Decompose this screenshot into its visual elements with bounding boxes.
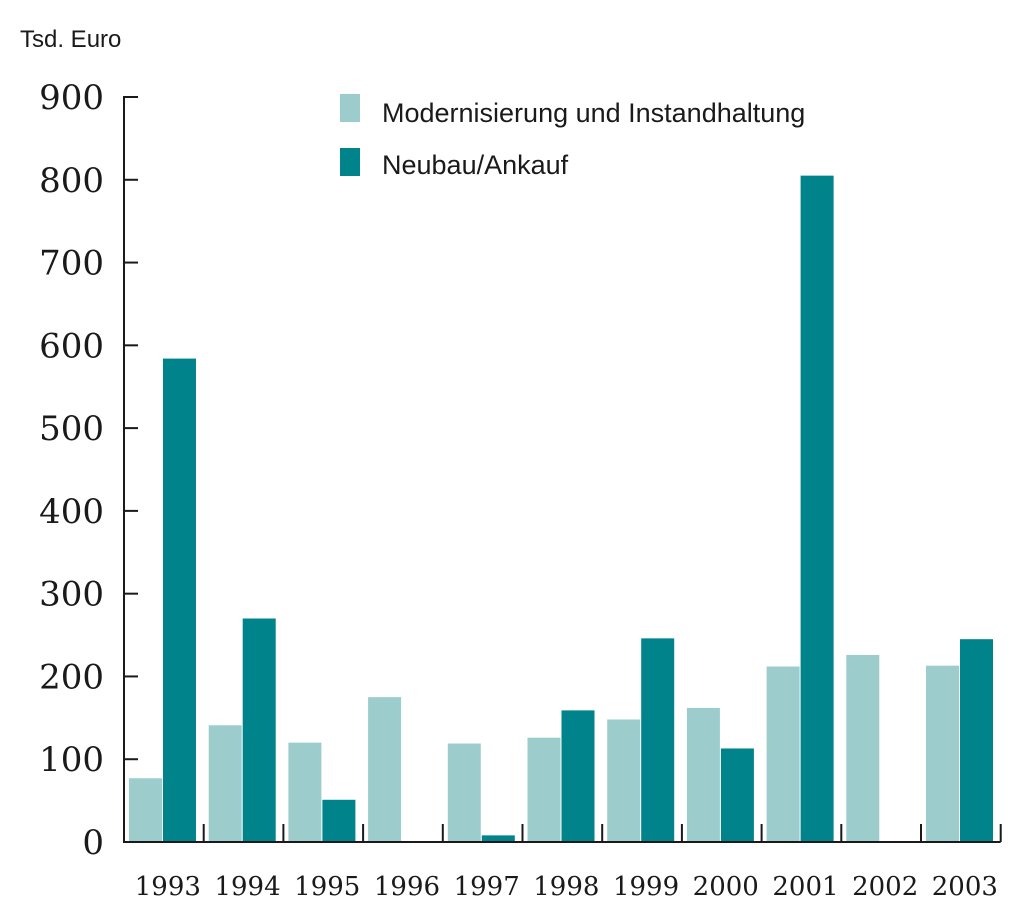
x-tick-label: 1999 [613,872,679,902]
bar-modernisierung-1999 [607,719,641,842]
y-axis: 0 100 200 300 400 500 600 700 800 900 [39,78,138,863]
bar-neubau-2003 [960,639,993,842]
bar-neubau-1994 [242,618,276,842]
y-tick-label: 0 [82,823,104,863]
y-tick-label: 700 [39,244,104,284]
bar-neubau-2000 [720,748,754,842]
bar-modernisierung-2003 [926,665,959,842]
bar-neubau-1993 [163,358,196,842]
bar-modernisierung-1996 [368,697,402,842]
bar-neubau-1999 [641,638,675,842]
legend-label-modernisierung: Modernisierung und Instandhaltung [382,98,805,128]
y-tick-label: 800 [39,161,104,201]
bar-modernisierung-1998 [527,737,561,842]
y-tick-label: 400 [39,492,104,532]
bar-modernisierung-2002 [846,654,880,842]
y-axis-unit-label: Tsd. Euro [20,26,121,53]
y-tick-label: 900 [39,78,104,118]
x-axis: 1993 1994 1995 1996 1997 1998 1999 2000 2001 2002… [124,824,1002,902]
bar-neubau-1997 [481,835,515,842]
x-tick-label: 1997 [454,872,520,902]
y-tick-label: 300 [39,575,104,615]
y-tick-label: 100 [39,740,104,780]
x-tick-label: 1996 [374,872,440,902]
bar-neubau-2001 [800,175,834,842]
x-tick-label: 1993 [135,872,201,902]
bar-modernisierung-1994 [208,725,242,842]
bars-group [129,175,993,842]
bar-neubau-1995 [322,799,356,842]
bar-modernisierung-2000 [686,707,720,842]
x-tick-label: 2003 [932,872,998,902]
legend: Modernisierung und Instandhaltung Neubau… [340,94,805,180]
y-tick-label: 500 [39,409,104,449]
y-tick-label: 200 [39,657,104,697]
x-tick-label: 1994 [214,872,280,902]
bar-modernisierung-1993 [129,778,162,842]
legend-swatch-modernisierung [340,94,360,122]
legend-swatch-neubau [340,148,360,176]
x-tick-label: 2002 [852,872,918,902]
bar-modernisierung-1995 [288,742,322,842]
bar-neubau-1998 [561,710,595,842]
y-tick-label: 600 [39,326,104,366]
x-tick-label: 2000 [693,872,759,902]
legend-label-neubau: Neubau/Ankauf [382,150,569,180]
bar-modernisierung-2001 [766,666,800,842]
x-tick-label: 2001 [772,872,838,902]
x-tick-label: 1998 [533,872,599,902]
bar-modernisierung-1997 [447,743,481,842]
x-tick-label: 1995 [294,872,360,902]
